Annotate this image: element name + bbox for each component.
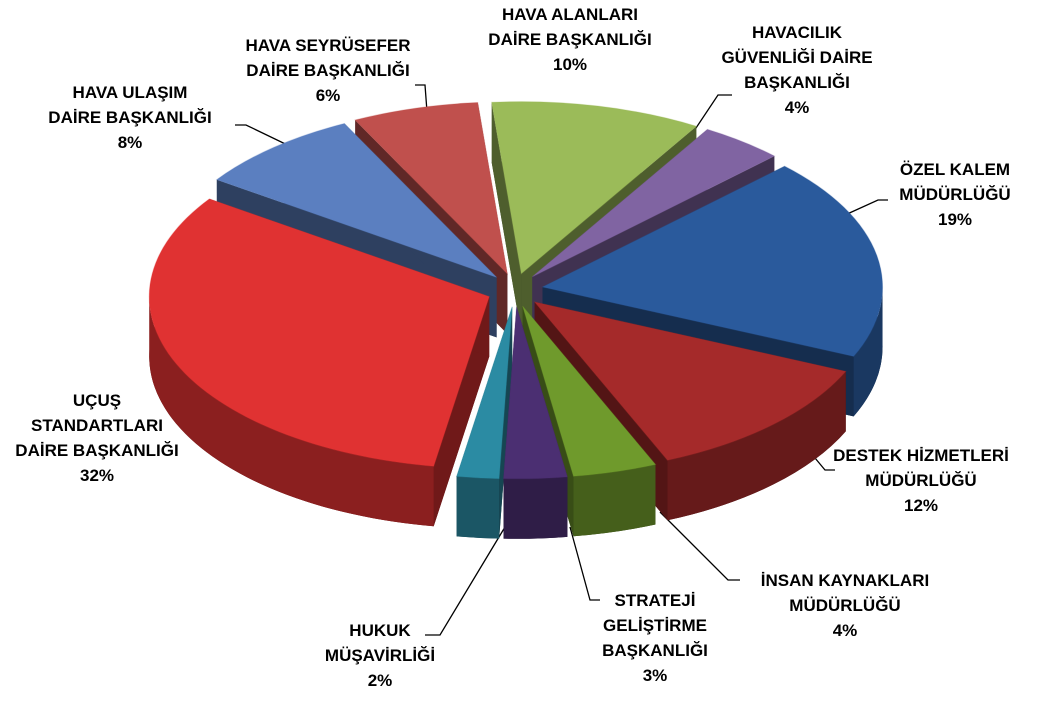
slice-label: DESTEK HİZMETLERİ MÜDÜRLÜĞÜ 12% — [801, 443, 1041, 518]
slice-wall — [573, 464, 656, 537]
category-label: STRATEJİ GELİŞTİRME BAŞKANLIĞI — [602, 591, 708, 660]
value-label: 32% — [79, 466, 115, 485]
slice-side — [433, 296, 490, 527]
leaders — [235, 84, 888, 636]
category-label: HAVA ULAŞIM DAİRE BAŞKANLIĞI — [48, 83, 212, 127]
slice-wall — [456, 476, 500, 539]
leader-line — [689, 94, 732, 138]
leader-line — [569, 526, 600, 601]
leader-line — [235, 124, 303, 153]
value-label: 8% — [117, 133, 143, 152]
slice-label: HAVA ALANLARI DAİRE BAŞKANLIĞI 10% — [450, 2, 690, 77]
value-label: 4% — [832, 621, 858, 640]
leader-line — [425, 526, 506, 636]
slice — [354, 101, 509, 276]
slice-label: ÖZEL KALEM MÜDÜRLÜĞÜ 19% — [835, 157, 1043, 232]
slice — [215, 122, 497, 278]
value-label: 4% — [784, 98, 810, 117]
slice — [541, 165, 883, 357]
value-label: 3% — [642, 666, 668, 685]
value-label: 12% — [903, 496, 939, 515]
value-label: 19% — [937, 210, 973, 229]
slice-label: HAVA ULAŞIM DAİRE BAŞKANLIĞI 8% — [10, 80, 250, 155]
leader-line — [844, 199, 888, 216]
slice — [148, 198, 490, 467]
category-label: ÖZEL KALEM MÜDÜRLÜĞÜ — [899, 160, 1011, 204]
slice-label: HAVA SEYRÜSEFER DAİRE BAŞKANLIĞI 6% — [208, 33, 448, 108]
slice-wall — [149, 296, 434, 527]
category-label: DESTEK HİZMETLERİ MÜDÜRLÜĞÜ — [833, 446, 1009, 490]
slice-wall — [503, 476, 568, 539]
slice — [455, 306, 513, 480]
category-label: İNSAN KAYNAKLARI MÜDÜRLÜĞÜ — [760, 571, 930, 615]
slice — [531, 128, 776, 278]
slice-label: UÇUŞ STANDARTLARI DAİRE BAŞKANLIĞI 32% — [0, 388, 217, 488]
slice-side — [491, 102, 522, 334]
slice — [533, 301, 847, 461]
slice-label: İNSAN KAYNAKLARI MÜDÜRLÜĞÜ 4% — [725, 568, 965, 643]
value-label: 6% — [315, 86, 341, 105]
slice — [522, 305, 657, 477]
slice-label: STRATEJİ GELİŞTİRME BAŞKANLIĞI 3% — [535, 588, 775, 688]
category-label: HAVACILIK GÜVENLİĞİ DAİRE BAŞKANLIĞI — [721, 23, 873, 92]
category-label: HAVA SEYRÜSEFER DAİRE BAŞKANLIĞI — [245, 36, 411, 80]
leader-line — [659, 511, 740, 581]
slice-wall — [667, 371, 846, 521]
value-label: 10% — [552, 55, 588, 74]
slice-label: HUKUK MÜŞAVİRLİĞİ 2% — [260, 618, 500, 693]
slice-wall — [853, 286, 883, 417]
slice-label: HAVACILIK GÜVENLİĞİ DAİRE BAŞKANLIĞI 4% — [677, 20, 917, 120]
slice — [491, 101, 698, 275]
category-label: HAVA ALANLARI DAİRE BAŞKANLIĞI — [488, 5, 652, 49]
category-label: UÇUŞ STANDARTLARI DAİRE BAŞKANLIĞI — [15, 391, 179, 460]
value-label: 2% — [367, 671, 393, 690]
slice — [502, 306, 569, 480]
category-label: HUKUK MÜŞAVİRLİĞİ — [324, 621, 436, 665]
